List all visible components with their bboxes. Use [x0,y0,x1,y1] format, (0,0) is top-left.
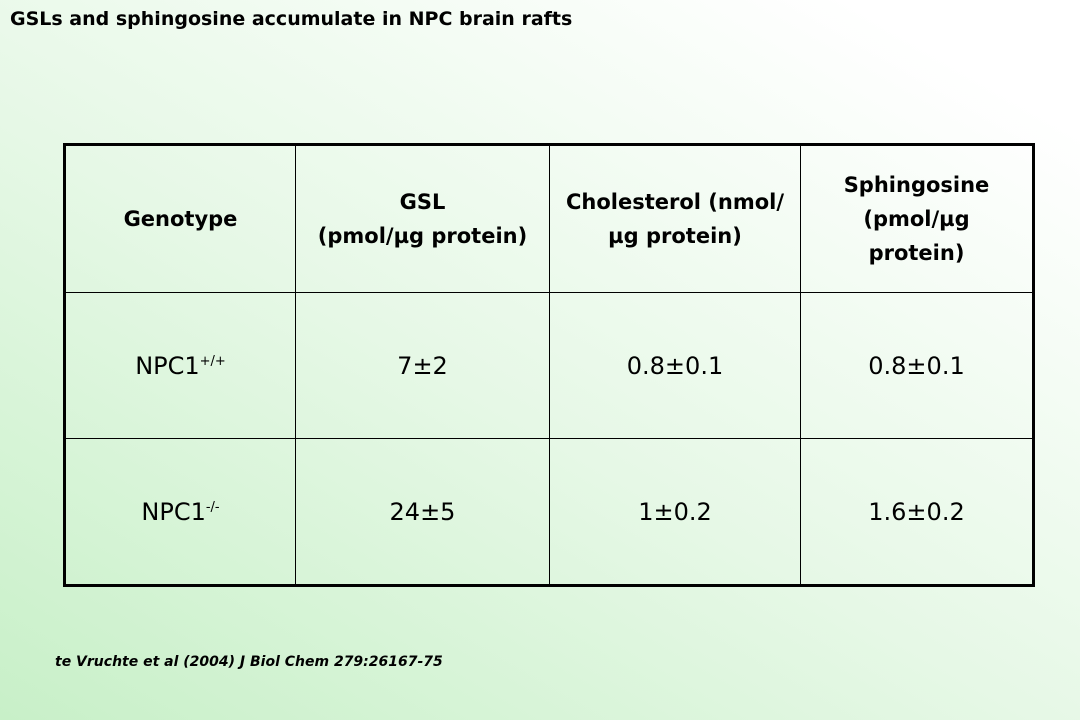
genotype-superscript: -/- [205,499,220,515]
header-text: Genotype [123,207,238,231]
cell-value: 0.8±0.1 [626,351,724,380]
cell-value: 1.6±0.2 [868,497,965,526]
data-cell: 1±0.2 [549,438,801,586]
header-cell: Sphingosine (pmol/µg protein) [800,144,1034,293]
header-cell: Genotype [64,144,296,293]
data-cell: 0.8±0.1 [549,292,801,439]
data-cell: 7±2 [295,292,550,439]
data-cell: 0.8±0.1 [800,292,1034,439]
data-table: Genotype GSL (pmol/µg protein) Cholesterol … [63,143,1035,587]
header-text: GSL [399,190,446,214]
data-cell: NPC1-/- [64,438,296,586]
cell-value: 24±5 [389,497,456,526]
genotype-superscript: +/+ [199,353,226,369]
data-cell: 1.6±0.2 [800,438,1034,586]
header-text: Cholesterol (nmol/µg protein) [565,190,785,248]
cell-value: 7±2 [397,351,448,380]
cell-value: 0.8±0.1 [868,351,965,380]
cell-value: 1±0.2 [638,497,712,526]
header-text: Sphingosine (pmol/µg protein) [843,173,990,265]
data-cell: 24±5 [295,438,550,586]
data-cell: NPC1+/+ [64,292,296,439]
citation: te Vruchte et al (2004) J Biol Chem 279:… [55,654,443,670]
genotype: NPC1 [135,351,200,380]
genotype: NPC1 [141,497,206,526]
data-row: NPC1-/- 24±5 1±0.2 1.6±0.2 [64,438,1034,586]
slide-title: GSLs and sphingosine accumulate in NPC b… [10,8,573,30]
data-row: NPC1+/+ 7±2 0.8±0.1 0.8±0.1 [64,292,1034,439]
header-row: Genotype GSL (pmol/µg protein) Cholesterol … [64,144,1034,293]
header-text: (pmol/µg protein) [317,224,528,248]
header-cell: GSL (pmol/µg protein) [295,144,550,293]
header-cell: Cholesterol (nmol/µg protein) [549,144,801,293]
